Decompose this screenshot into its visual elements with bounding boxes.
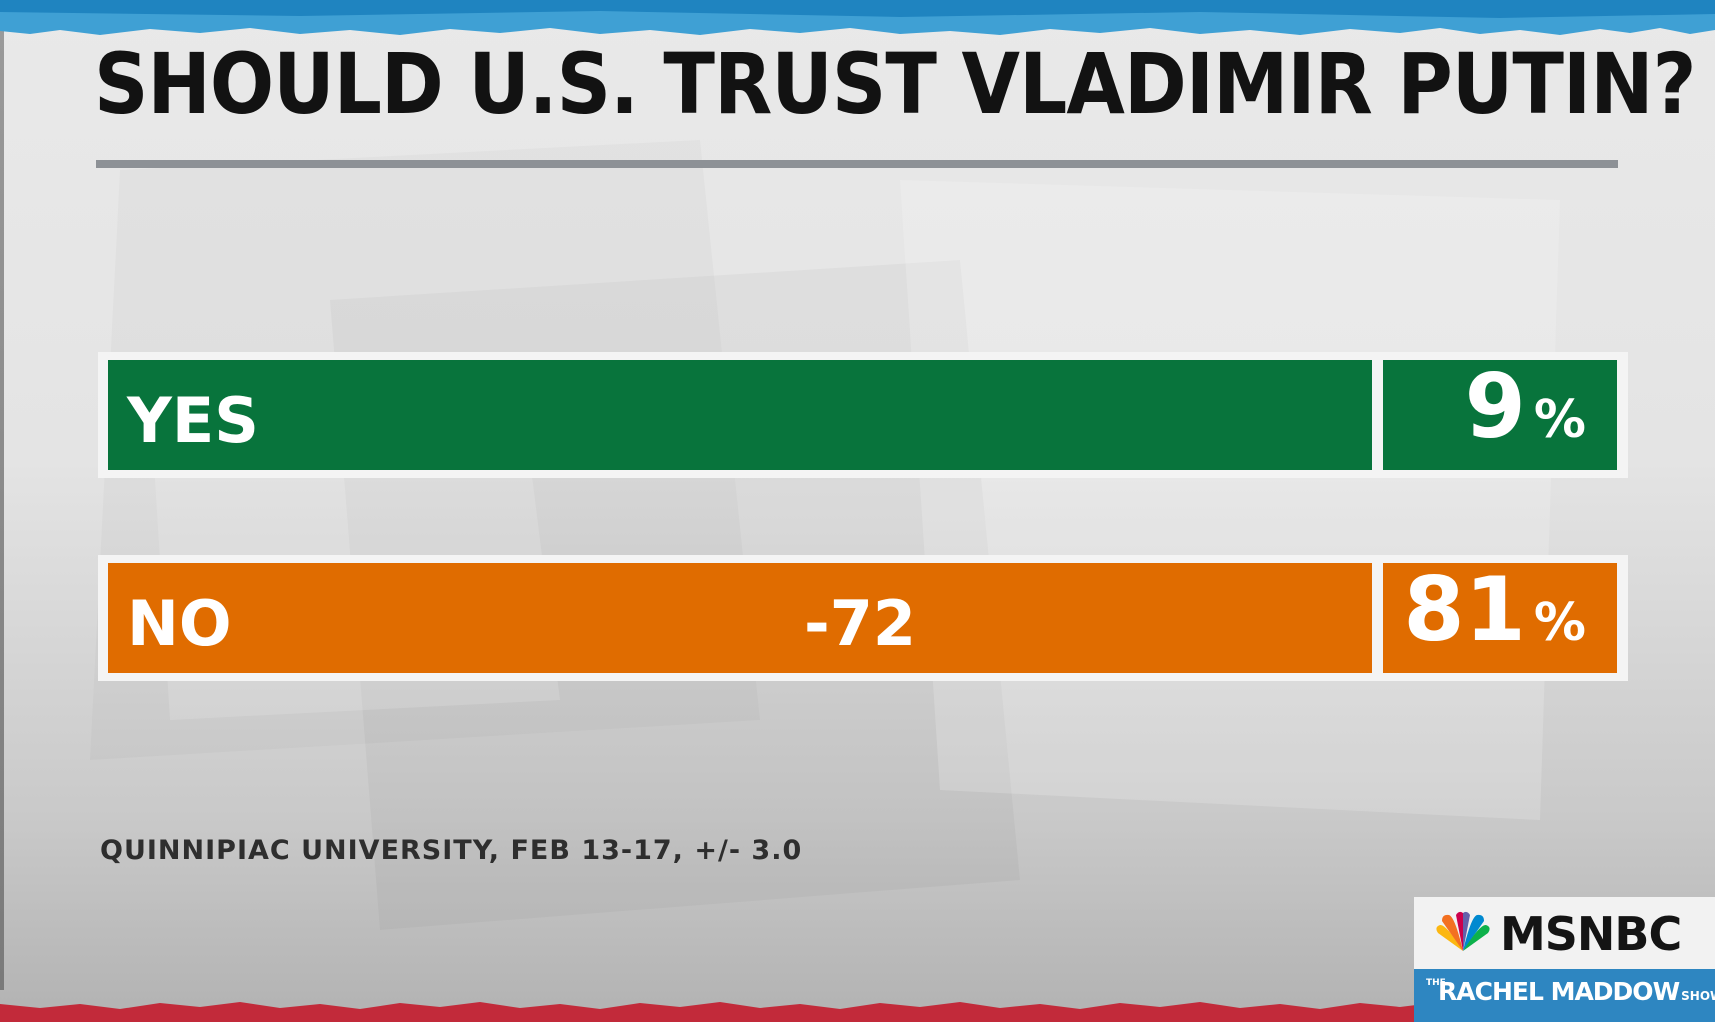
value-box-no	[1383, 563, 1617, 673]
title-underline	[96, 160, 1618, 168]
value-unit-no: %	[1534, 593, 1586, 653]
bar-label-yes: YES	[126, 384, 259, 457]
left-edge-shadow	[0, 30, 4, 990]
msnbc-logo: MSNBC	[1414, 897, 1715, 971]
torn-paper-top-border	[0, 0, 1715, 35]
show-name-strip: THE RACHEL MADDOWSHOW	[1414, 969, 1715, 1022]
margin-annotation: -72	[804, 587, 916, 660]
value-unit-yes: %	[1534, 390, 1586, 450]
network-logo-bug: MSNBC THE RACHEL MADDOWSHOW	[1414, 897, 1715, 1022]
bar-no	[108, 563, 1372, 673]
bar-label-no: NO	[127, 587, 232, 660]
torn-paper-bottom-border	[0, 1002, 1715, 1022]
chart-title: SHOULD U.S. TRUST VLADIMIR PUTIN?	[94, 35, 1697, 133]
show-name: RACHEL MADDOWSHOW	[1438, 977, 1715, 1006]
show-name-main: RACHEL MADDOW	[1438, 977, 1680, 1006]
peacock-icon	[1436, 911, 1490, 951]
value-box-yes	[1383, 360, 1617, 470]
value-label-yes: 9%	[1465, 355, 1586, 458]
poll-source: QUINNIPIAC UNIVERSITY, FEB 13-17, +/- 3.…	[100, 835, 803, 866]
show-name-suffix: SHOW	[1681, 989, 1715, 1003]
value-label-no: 81%	[1403, 558, 1586, 661]
bar-yes	[108, 360, 1372, 470]
show-name-prefix: THE	[1426, 978, 1446, 988]
value-number-no: 81	[1403, 558, 1525, 661]
value-number-yes: 9	[1465, 355, 1526, 458]
msnbc-wordmark: MSNBC	[1500, 907, 1682, 961]
